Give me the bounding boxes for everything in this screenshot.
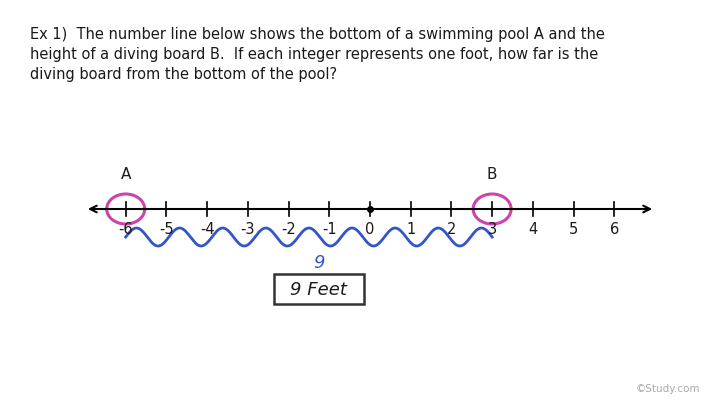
Text: -3: -3 — [241, 221, 255, 237]
Text: -2: -2 — [281, 221, 296, 237]
Text: B: B — [487, 166, 498, 182]
Text: Ex 1)  The number line below shows the bottom of a swimming pool A and the: Ex 1) The number line below shows the bo… — [30, 27, 605, 42]
Text: 2: 2 — [447, 221, 456, 237]
Text: diving board from the bottom of the pool?: diving board from the bottom of the pool… — [30, 67, 337, 82]
Text: -5: -5 — [159, 221, 174, 237]
Text: 4: 4 — [528, 221, 538, 237]
Text: 9 Feet: 9 Feet — [290, 280, 347, 298]
Text: 5: 5 — [569, 221, 578, 237]
Text: 6: 6 — [610, 221, 619, 237]
Text: 0: 0 — [365, 221, 375, 237]
Text: -1: -1 — [322, 221, 337, 237]
Text: 9: 9 — [313, 253, 325, 271]
Text: 3: 3 — [488, 221, 497, 237]
Text: 1: 1 — [406, 221, 415, 237]
Text: -4: -4 — [199, 221, 214, 237]
Text: height of a diving board B.  If each integer represents one foot, how far is the: height of a diving board B. If each inte… — [30, 47, 598, 62]
Text: ©Study.com: ©Study.com — [636, 383, 700, 393]
Text: A: A — [121, 166, 131, 182]
Text: -6: -6 — [119, 221, 133, 237]
